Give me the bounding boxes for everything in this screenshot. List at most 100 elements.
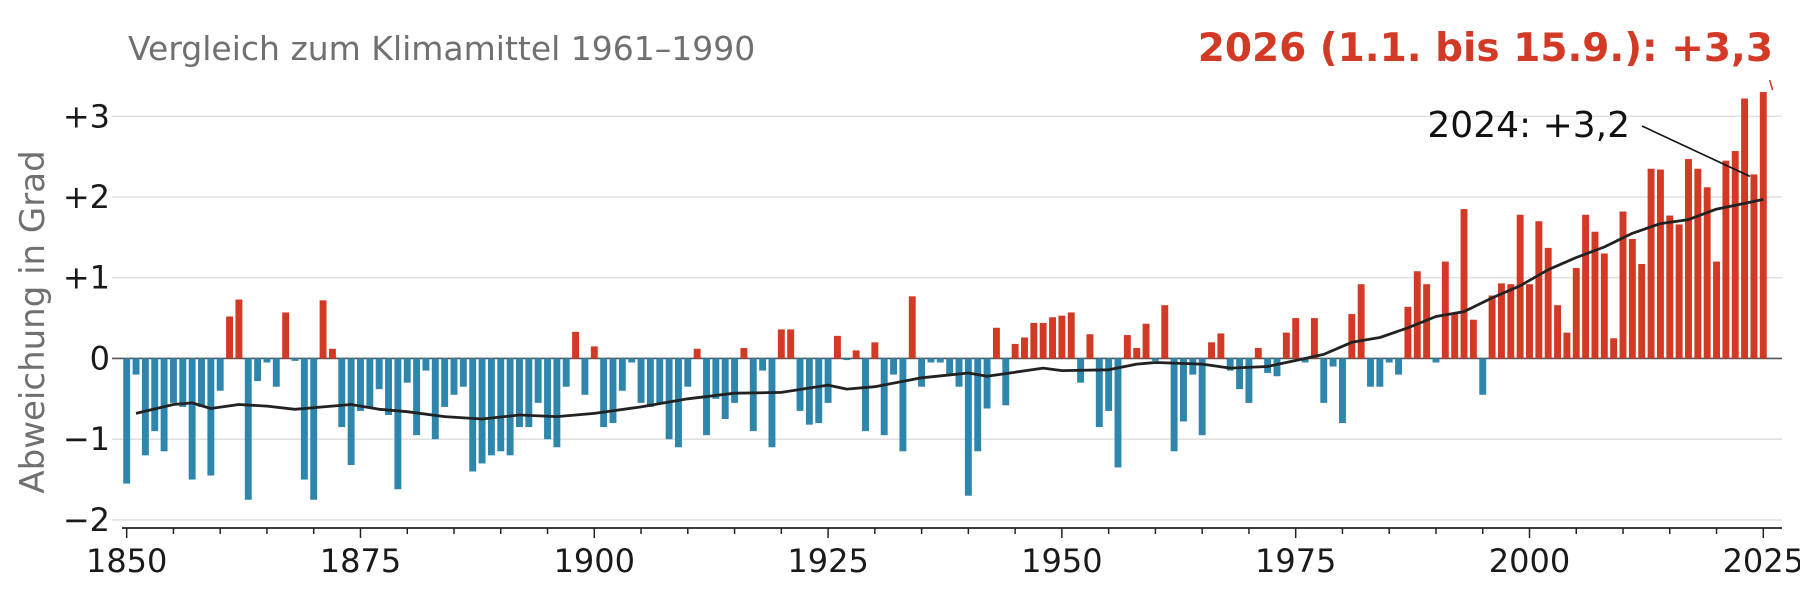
bar <box>1086 334 1094 359</box>
bar <box>1451 314 1459 359</box>
callout-2024-leader-line <box>1641 125 1751 178</box>
bar <box>1133 347 1141 359</box>
bar <box>506 358 514 456</box>
bar <box>1488 295 1496 359</box>
bar <box>1628 238 1636 359</box>
x-tick-label: 1975 <box>1255 542 1336 580</box>
bar <box>160 358 168 452</box>
bar <box>263 358 271 363</box>
bar <box>1348 314 1356 359</box>
bar <box>1469 319 1477 359</box>
bar <box>478 358 486 464</box>
x-tick-label: 1950 <box>1021 542 1102 580</box>
bar <box>1236 358 1244 390</box>
bar <box>862 358 869 432</box>
bar <box>590 346 598 359</box>
y-tick-label: +2 <box>63 178 110 216</box>
bar <box>1582 214 1590 359</box>
bar <box>1095 358 1103 428</box>
bar <box>450 358 458 395</box>
bar <box>1142 323 1150 359</box>
bar <box>310 358 318 500</box>
bars <box>123 92 1767 500</box>
bar <box>899 358 907 452</box>
bar <box>1535 221 1543 359</box>
bar <box>1554 305 1562 359</box>
bar <box>141 358 149 456</box>
x-tick-label: 2000 <box>1489 542 1570 580</box>
bar <box>974 358 982 452</box>
bar <box>347 358 355 466</box>
bar <box>553 358 561 448</box>
bar <box>319 300 327 359</box>
bar <box>534 358 542 403</box>
bar <box>936 358 944 363</box>
bar <box>1208 342 1215 359</box>
bar <box>1722 160 1730 359</box>
bar <box>740 347 748 359</box>
bar <box>357 358 364 411</box>
bar <box>637 358 645 403</box>
bar <box>1189 358 1197 375</box>
bar <box>1245 358 1253 403</box>
x-tick-label: 1925 <box>787 542 868 580</box>
highlight-leader-line <box>1768 79 1774 91</box>
y-tick-label: −1 <box>63 420 110 458</box>
bar <box>843 358 851 361</box>
bar <box>1123 335 1131 359</box>
bar <box>805 358 813 425</box>
bar <box>946 358 954 375</box>
bar <box>731 358 739 403</box>
bar <box>712 358 720 399</box>
bar <box>796 358 804 411</box>
bar <box>983 358 991 409</box>
bar <box>1675 224 1683 359</box>
bar <box>1741 98 1749 359</box>
bar <box>254 358 262 382</box>
bar <box>123 358 131 484</box>
y-tick-label: +3 <box>63 97 110 135</box>
bar <box>1479 358 1487 395</box>
bar <box>1497 283 1505 359</box>
bar <box>1563 332 1571 359</box>
bar <box>1170 358 1178 452</box>
bar <box>787 329 795 359</box>
bar <box>871 342 879 359</box>
bar <box>338 358 346 428</box>
bar <box>1544 247 1552 359</box>
bar <box>1376 358 1384 387</box>
bar <box>1395 358 1403 375</box>
chart-subtitle: Vergleich zum Klimamittel 1961–1990 <box>128 29 755 68</box>
bar <box>366 358 374 409</box>
x-tick-label: 2025 <box>1723 542 1800 580</box>
bar <box>169 358 177 403</box>
callout-2024: 2024: +3,2 <box>1427 105 1630 146</box>
bar <box>1254 347 1262 359</box>
x-tick-label: 1900 <box>554 542 635 580</box>
bar <box>927 358 935 363</box>
bar <box>151 358 159 432</box>
bar <box>1385 358 1393 363</box>
bar <box>1301 358 1309 363</box>
bar <box>918 358 926 387</box>
bar <box>272 358 280 387</box>
bar <box>777 329 785 359</box>
bar <box>646 358 654 407</box>
bar <box>852 350 860 359</box>
bar <box>1310 318 1318 359</box>
bar <box>1329 358 1337 367</box>
bar <box>375 358 383 390</box>
bar <box>1273 358 1281 377</box>
bar <box>1151 358 1159 361</box>
bar <box>1114 358 1122 468</box>
bar <box>188 358 196 480</box>
bar <box>1750 174 1758 359</box>
bar <box>469 358 477 472</box>
bar <box>1338 358 1346 424</box>
bar <box>609 358 617 424</box>
bar <box>431 358 439 440</box>
bar <box>684 358 692 387</box>
bar <box>964 358 972 496</box>
bar <box>497 358 505 452</box>
bar <box>1039 322 1047 359</box>
